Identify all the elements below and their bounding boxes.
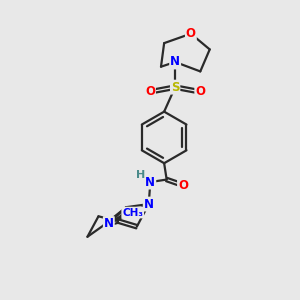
- Text: O: O: [178, 179, 188, 192]
- Text: N: N: [104, 217, 114, 230]
- Text: N: N: [144, 198, 154, 211]
- Text: O: O: [195, 85, 205, 98]
- Text: CH₃: CH₃: [122, 208, 143, 218]
- Text: O: O: [145, 85, 155, 98]
- Text: N: N: [145, 176, 155, 189]
- Text: H: H: [136, 170, 145, 180]
- Text: S: S: [171, 81, 179, 94]
- Text: O: O: [186, 27, 196, 40]
- Text: N: N: [170, 56, 180, 68]
